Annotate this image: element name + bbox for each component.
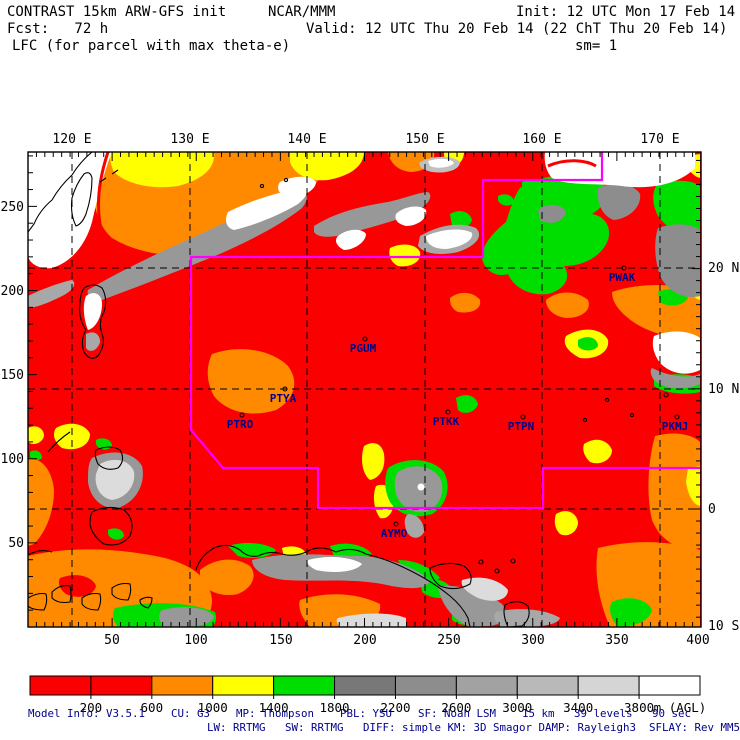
station-marker — [520, 414, 526, 420]
station-label-aymo: AYMO — [381, 527, 408, 540]
colorbar-tick-label: 2600 — [441, 700, 471, 715]
station-marker — [393, 521, 399, 527]
gridpt-y-label: 250 — [1, 200, 24, 215]
gridpt-x-label: 200 — [353, 633, 376, 648]
colorbar-cell — [151, 675, 214, 696]
gridpt-x-label: 50 — [104, 633, 120, 648]
lon-label: 130 E — [170, 132, 209, 147]
lon-label: 160 E — [522, 132, 561, 147]
gridpt-y-label: 50 — [8, 536, 24, 551]
field-title: LFC (for parcel with max theta-e) — [12, 38, 291, 54]
station-marker — [621, 265, 627, 271]
lfc-red-accents — [58, 152, 597, 597]
station-label-ptro: PTRO — [227, 418, 254, 431]
gridpt-x-label: 400 — [686, 633, 709, 648]
colorbar-cell — [29, 675, 92, 696]
colorbar-cell — [577, 675, 640, 696]
model-info-line1: Model Info: V3.5.1 CU: G3 MP: Thompson P… — [28, 707, 692, 720]
station-marker — [674, 414, 680, 420]
colorbar-tick-label: 600 — [141, 700, 164, 715]
gridpt-y-label: 100 — [1, 452, 24, 467]
colorbar-tick-label: 2200 — [380, 700, 410, 715]
colorbar-tick-label: 1400 — [259, 700, 289, 715]
lon-label: 140 E — [287, 132, 326, 147]
colorbar-tick-label: 3000 — [502, 700, 532, 715]
colorbar-cell — [90, 675, 153, 696]
gridpt-x-label: 250 — [437, 633, 460, 648]
colorbar-cell — [394, 675, 457, 696]
station-label-ptpn: PTPN — [508, 420, 535, 433]
colorbar-cell — [212, 675, 275, 696]
station-label-pgum: PGUM — [350, 342, 377, 355]
gridpt-y-label: 200 — [1, 284, 24, 299]
gridpt-x-label: 100 — [184, 633, 207, 648]
map-field — [28, 152, 701, 627]
gridpt-x-label: 150 — [269, 633, 292, 648]
colorbar-tick-label: 3800 — [624, 700, 654, 715]
colorbar-tick-label: 3400 — [563, 700, 593, 715]
gridpt-x-label: 300 — [521, 633, 544, 648]
station-labels: PWAK PGUM PTYA PTRO PTKK PTPN PKMJ AYMO — [227, 265, 689, 540]
org-label: NCAR/MMM — [268, 4, 336, 20]
fir-boundary — [189, 152, 700, 510]
colorbar-tick-label: 200 — [80, 700, 103, 715]
lon-label: 120 E — [52, 132, 91, 147]
station-marker — [282, 386, 288, 392]
station-marker — [445, 409, 451, 415]
colorbar-tick-label: 1800 — [319, 700, 349, 715]
lat-label: 20 N — [708, 261, 739, 276]
fcst-hour: Fcst: 72 h — [7, 21, 109, 37]
lat-label: 10 N — [708, 382, 739, 397]
colorbar-tick-label: 1000 — [198, 700, 228, 715]
colorbar: 200 600 1000 1400 1800 2200 2600 3000 3400 3800 m … — [29, 675, 707, 715]
smooth-label: sm= 1 — [575, 38, 618, 54]
station-marker — [239, 412, 245, 418]
gridpt-x-label: 350 — [605, 633, 628, 648]
colorbar-cell — [455, 675, 518, 696]
colorbar-cell — [334, 675, 396, 696]
lon-label: 170 E — [640, 132, 679, 147]
lon-label: 150 E — [405, 132, 444, 147]
axis-ticks — [27, 152, 702, 628]
colorbar-cell — [516, 675, 579, 696]
colorbar-units: m (AGL) — [654, 700, 707, 715]
lat-label: 0 — [708, 502, 716, 517]
model-info-line2: LW: RRTMG SW: RRTMG DIFF: simple KM: 3D … — [207, 721, 740, 734]
station-marker — [362, 336, 368, 342]
axis-labels: 120 E 130 E 140 E 150 E 160 E 170 E 20 N 10 N 0 1… — [1, 132, 740, 648]
lat-label: 10 S — [708, 619, 739, 634]
station-label-ptya: PTYA — [270, 392, 297, 405]
station-label-ptkk: PTKK — [433, 415, 460, 428]
colorbar-cell — [273, 675, 336, 696]
model-title: CONTRAST 15km ARW-GFS init — [7, 4, 227, 20]
init-time: Init: 12 UTC Mon 17 Feb 14 — [516, 4, 736, 20]
gridpt-y-label: 150 — [1, 368, 24, 383]
colorbar-cell — [638, 675, 701, 696]
station-label-pkmj: PKMJ — [662, 420, 689, 433]
valid-time: Valid: 12 UTC Thu 20 Feb 14 (22 ChT Thu … — [306, 21, 728, 37]
station-label-pwak: PWAK — [609, 271, 636, 284]
